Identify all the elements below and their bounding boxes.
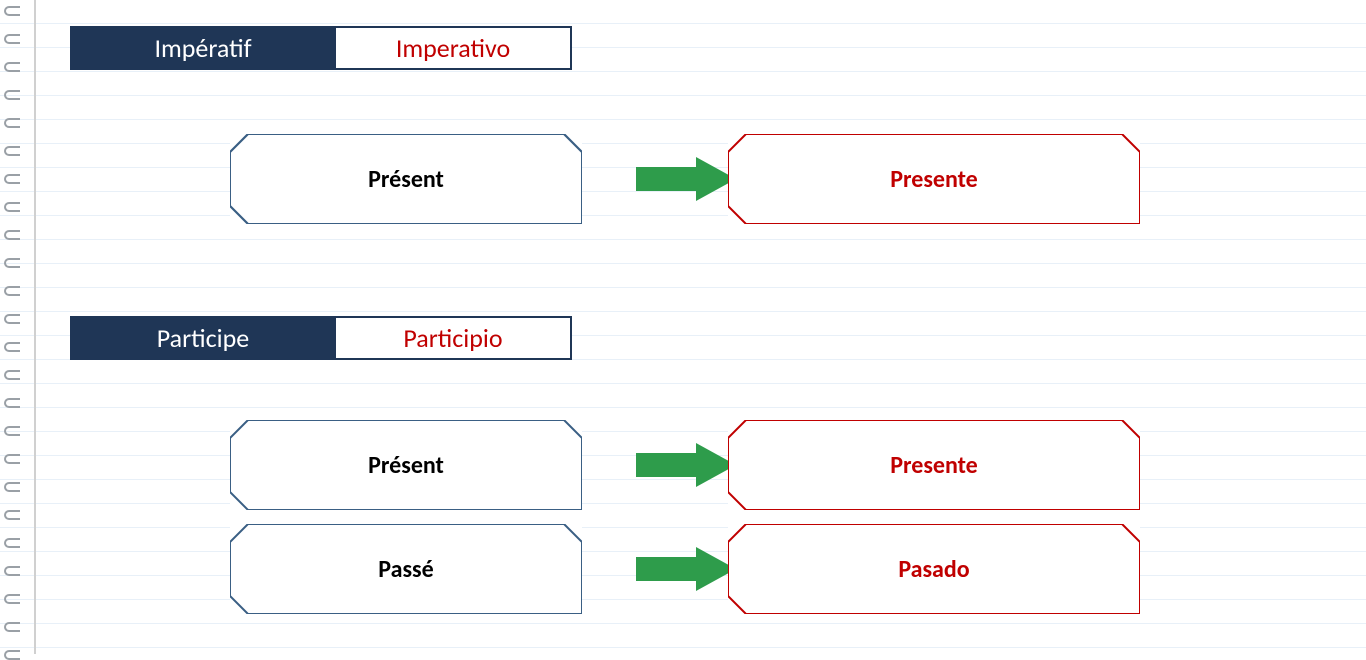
section-header-translation: Imperativo: [336, 26, 572, 70]
french-tense-label: Présent: [230, 420, 582, 510]
french-tense-box: Présent: [230, 134, 582, 224]
translation-tense-label: Presente: [728, 420, 1140, 510]
arrow-icon: [636, 443, 736, 487]
translation-tense-label: Pasado: [728, 524, 1140, 614]
tense-row: Présent Presente: [0, 134, 1366, 224]
french-tense-box: Passé: [230, 524, 582, 614]
tense-row: Passé Pasado: [0, 524, 1366, 614]
french-tense-label: Passé: [230, 524, 582, 614]
translation-tense-label: Presente: [728, 134, 1140, 224]
translation-tense-box: Presente: [728, 420, 1140, 510]
french-tense-box: Présent: [230, 420, 582, 510]
section-header-participe: Participe Participio: [70, 316, 572, 360]
section-header-french: Participe: [70, 316, 336, 360]
tense-row: Présent Presente: [0, 420, 1366, 510]
translation-tense-box: Pasado: [728, 524, 1140, 614]
section-header-imperatif: Impératif Imperativo: [70, 26, 572, 70]
translation-tense-box: Presente: [728, 134, 1140, 224]
section-header-french: Impératif: [70, 26, 336, 70]
arrow-icon: [636, 547, 736, 591]
section-header-translation: Participio: [336, 316, 572, 360]
arrow-icon: [636, 157, 736, 201]
french-tense-label: Présent: [230, 134, 582, 224]
